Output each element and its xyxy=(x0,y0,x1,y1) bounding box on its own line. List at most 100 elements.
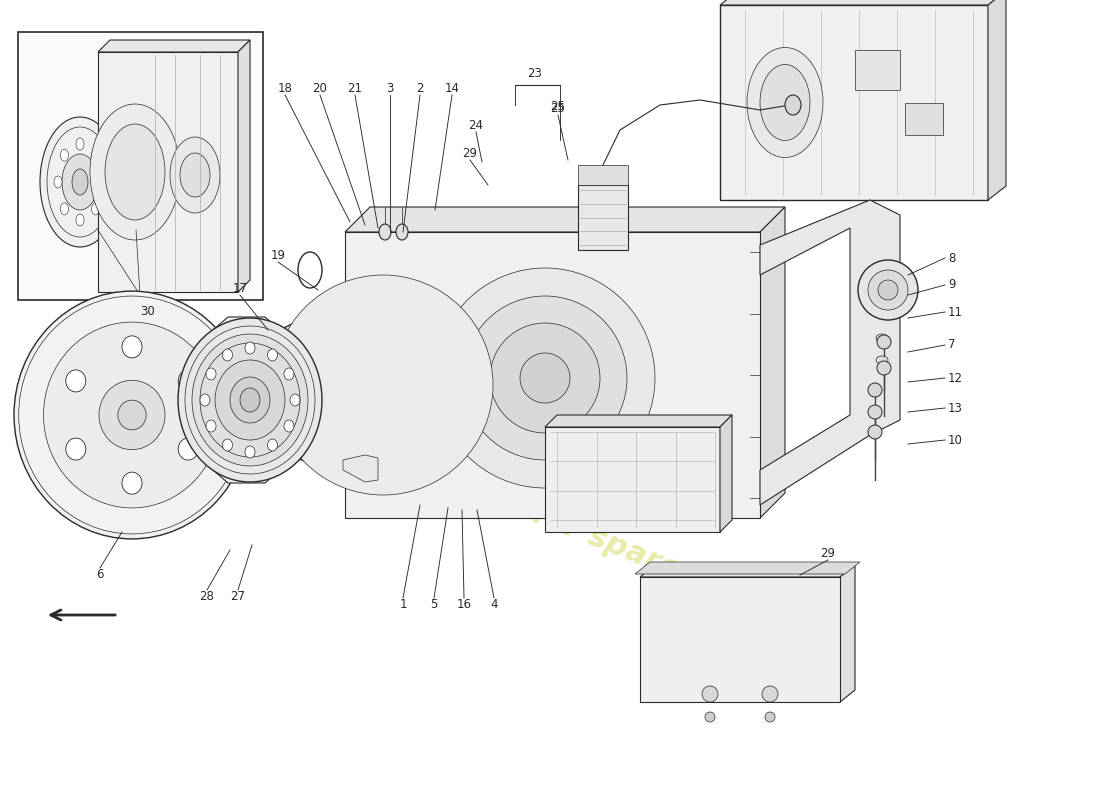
Polygon shape xyxy=(345,207,785,232)
Text: 14: 14 xyxy=(444,82,460,95)
Ellipse shape xyxy=(170,137,220,213)
Ellipse shape xyxy=(876,334,888,342)
Polygon shape xyxy=(345,232,760,518)
Ellipse shape xyxy=(760,65,810,141)
Ellipse shape xyxy=(876,356,888,364)
Text: 30: 30 xyxy=(133,304,147,317)
Text: 24: 24 xyxy=(469,119,484,132)
Ellipse shape xyxy=(762,686,778,702)
Ellipse shape xyxy=(54,176,62,188)
Text: 23: 23 xyxy=(528,67,542,80)
Polygon shape xyxy=(988,0,1007,200)
Polygon shape xyxy=(213,317,280,483)
Ellipse shape xyxy=(62,154,98,210)
Ellipse shape xyxy=(90,104,180,240)
Polygon shape xyxy=(840,565,855,702)
Bar xyxy=(905,103,943,135)
Ellipse shape xyxy=(317,358,422,422)
Ellipse shape xyxy=(66,370,86,392)
Bar xyxy=(855,50,900,90)
Ellipse shape xyxy=(747,47,823,158)
Ellipse shape xyxy=(178,318,322,482)
Polygon shape xyxy=(98,52,238,292)
Ellipse shape xyxy=(178,370,198,392)
Text: 1: 1 xyxy=(399,598,407,611)
Polygon shape xyxy=(578,185,628,250)
Ellipse shape xyxy=(396,224,408,240)
Polygon shape xyxy=(760,200,900,505)
Text: 29: 29 xyxy=(462,147,477,160)
Ellipse shape xyxy=(290,394,300,406)
Polygon shape xyxy=(238,40,250,292)
Text: 25: 25 xyxy=(551,102,565,115)
Polygon shape xyxy=(640,565,855,577)
Ellipse shape xyxy=(122,472,142,494)
Ellipse shape xyxy=(180,153,210,197)
Text: 29: 29 xyxy=(821,547,836,560)
Polygon shape xyxy=(343,455,378,482)
Polygon shape xyxy=(578,165,628,185)
Ellipse shape xyxy=(178,438,198,460)
Text: 28: 28 xyxy=(199,590,214,603)
Text: 11: 11 xyxy=(948,306,962,318)
Ellipse shape xyxy=(434,268,654,488)
Ellipse shape xyxy=(868,270,908,310)
Ellipse shape xyxy=(878,280,898,300)
Ellipse shape xyxy=(868,405,882,419)
Ellipse shape xyxy=(346,375,394,405)
Text: 9: 9 xyxy=(948,278,956,291)
Text: 10: 10 xyxy=(948,434,962,446)
Ellipse shape xyxy=(284,337,455,443)
Ellipse shape xyxy=(267,349,277,361)
Text: 6: 6 xyxy=(97,568,103,581)
Ellipse shape xyxy=(99,380,165,450)
Text: 13: 13 xyxy=(948,402,962,414)
Text: 4: 4 xyxy=(491,598,497,611)
Ellipse shape xyxy=(230,377,270,423)
Ellipse shape xyxy=(192,334,308,466)
Ellipse shape xyxy=(238,308,502,472)
Ellipse shape xyxy=(785,95,801,115)
Ellipse shape xyxy=(76,214,84,226)
Polygon shape xyxy=(720,415,732,532)
Text: 17: 17 xyxy=(232,282,248,295)
Ellipse shape xyxy=(245,446,255,458)
Ellipse shape xyxy=(245,342,255,354)
Ellipse shape xyxy=(40,117,120,247)
Text: 18: 18 xyxy=(277,82,293,95)
Ellipse shape xyxy=(249,314,492,466)
Ellipse shape xyxy=(858,260,918,320)
Text: 3: 3 xyxy=(386,82,394,95)
Polygon shape xyxy=(760,207,785,518)
Ellipse shape xyxy=(91,203,100,215)
Ellipse shape xyxy=(273,275,493,495)
Ellipse shape xyxy=(60,149,68,161)
Ellipse shape xyxy=(14,291,250,539)
Ellipse shape xyxy=(240,388,260,412)
Ellipse shape xyxy=(214,360,285,440)
Ellipse shape xyxy=(877,335,891,349)
Ellipse shape xyxy=(60,203,68,215)
Text: 12: 12 xyxy=(948,371,962,385)
Ellipse shape xyxy=(122,336,142,358)
Text: 2: 2 xyxy=(416,82,424,95)
Polygon shape xyxy=(720,0,1006,5)
Ellipse shape xyxy=(463,296,627,460)
Ellipse shape xyxy=(379,224,390,240)
Polygon shape xyxy=(544,415,732,427)
Text: 25: 25 xyxy=(551,100,565,113)
Text: 7: 7 xyxy=(948,338,956,351)
Polygon shape xyxy=(640,577,840,702)
Ellipse shape xyxy=(520,353,570,403)
Text: 5: 5 xyxy=(430,598,438,611)
Ellipse shape xyxy=(44,322,220,508)
Text: 19: 19 xyxy=(271,249,286,262)
Polygon shape xyxy=(635,562,860,574)
Ellipse shape xyxy=(66,438,86,460)
Ellipse shape xyxy=(877,361,891,375)
Text: 30: 30 xyxy=(141,305,155,318)
Ellipse shape xyxy=(284,368,294,380)
Text: 27: 27 xyxy=(231,590,245,603)
Ellipse shape xyxy=(868,425,882,439)
Text: 20: 20 xyxy=(312,82,328,95)
